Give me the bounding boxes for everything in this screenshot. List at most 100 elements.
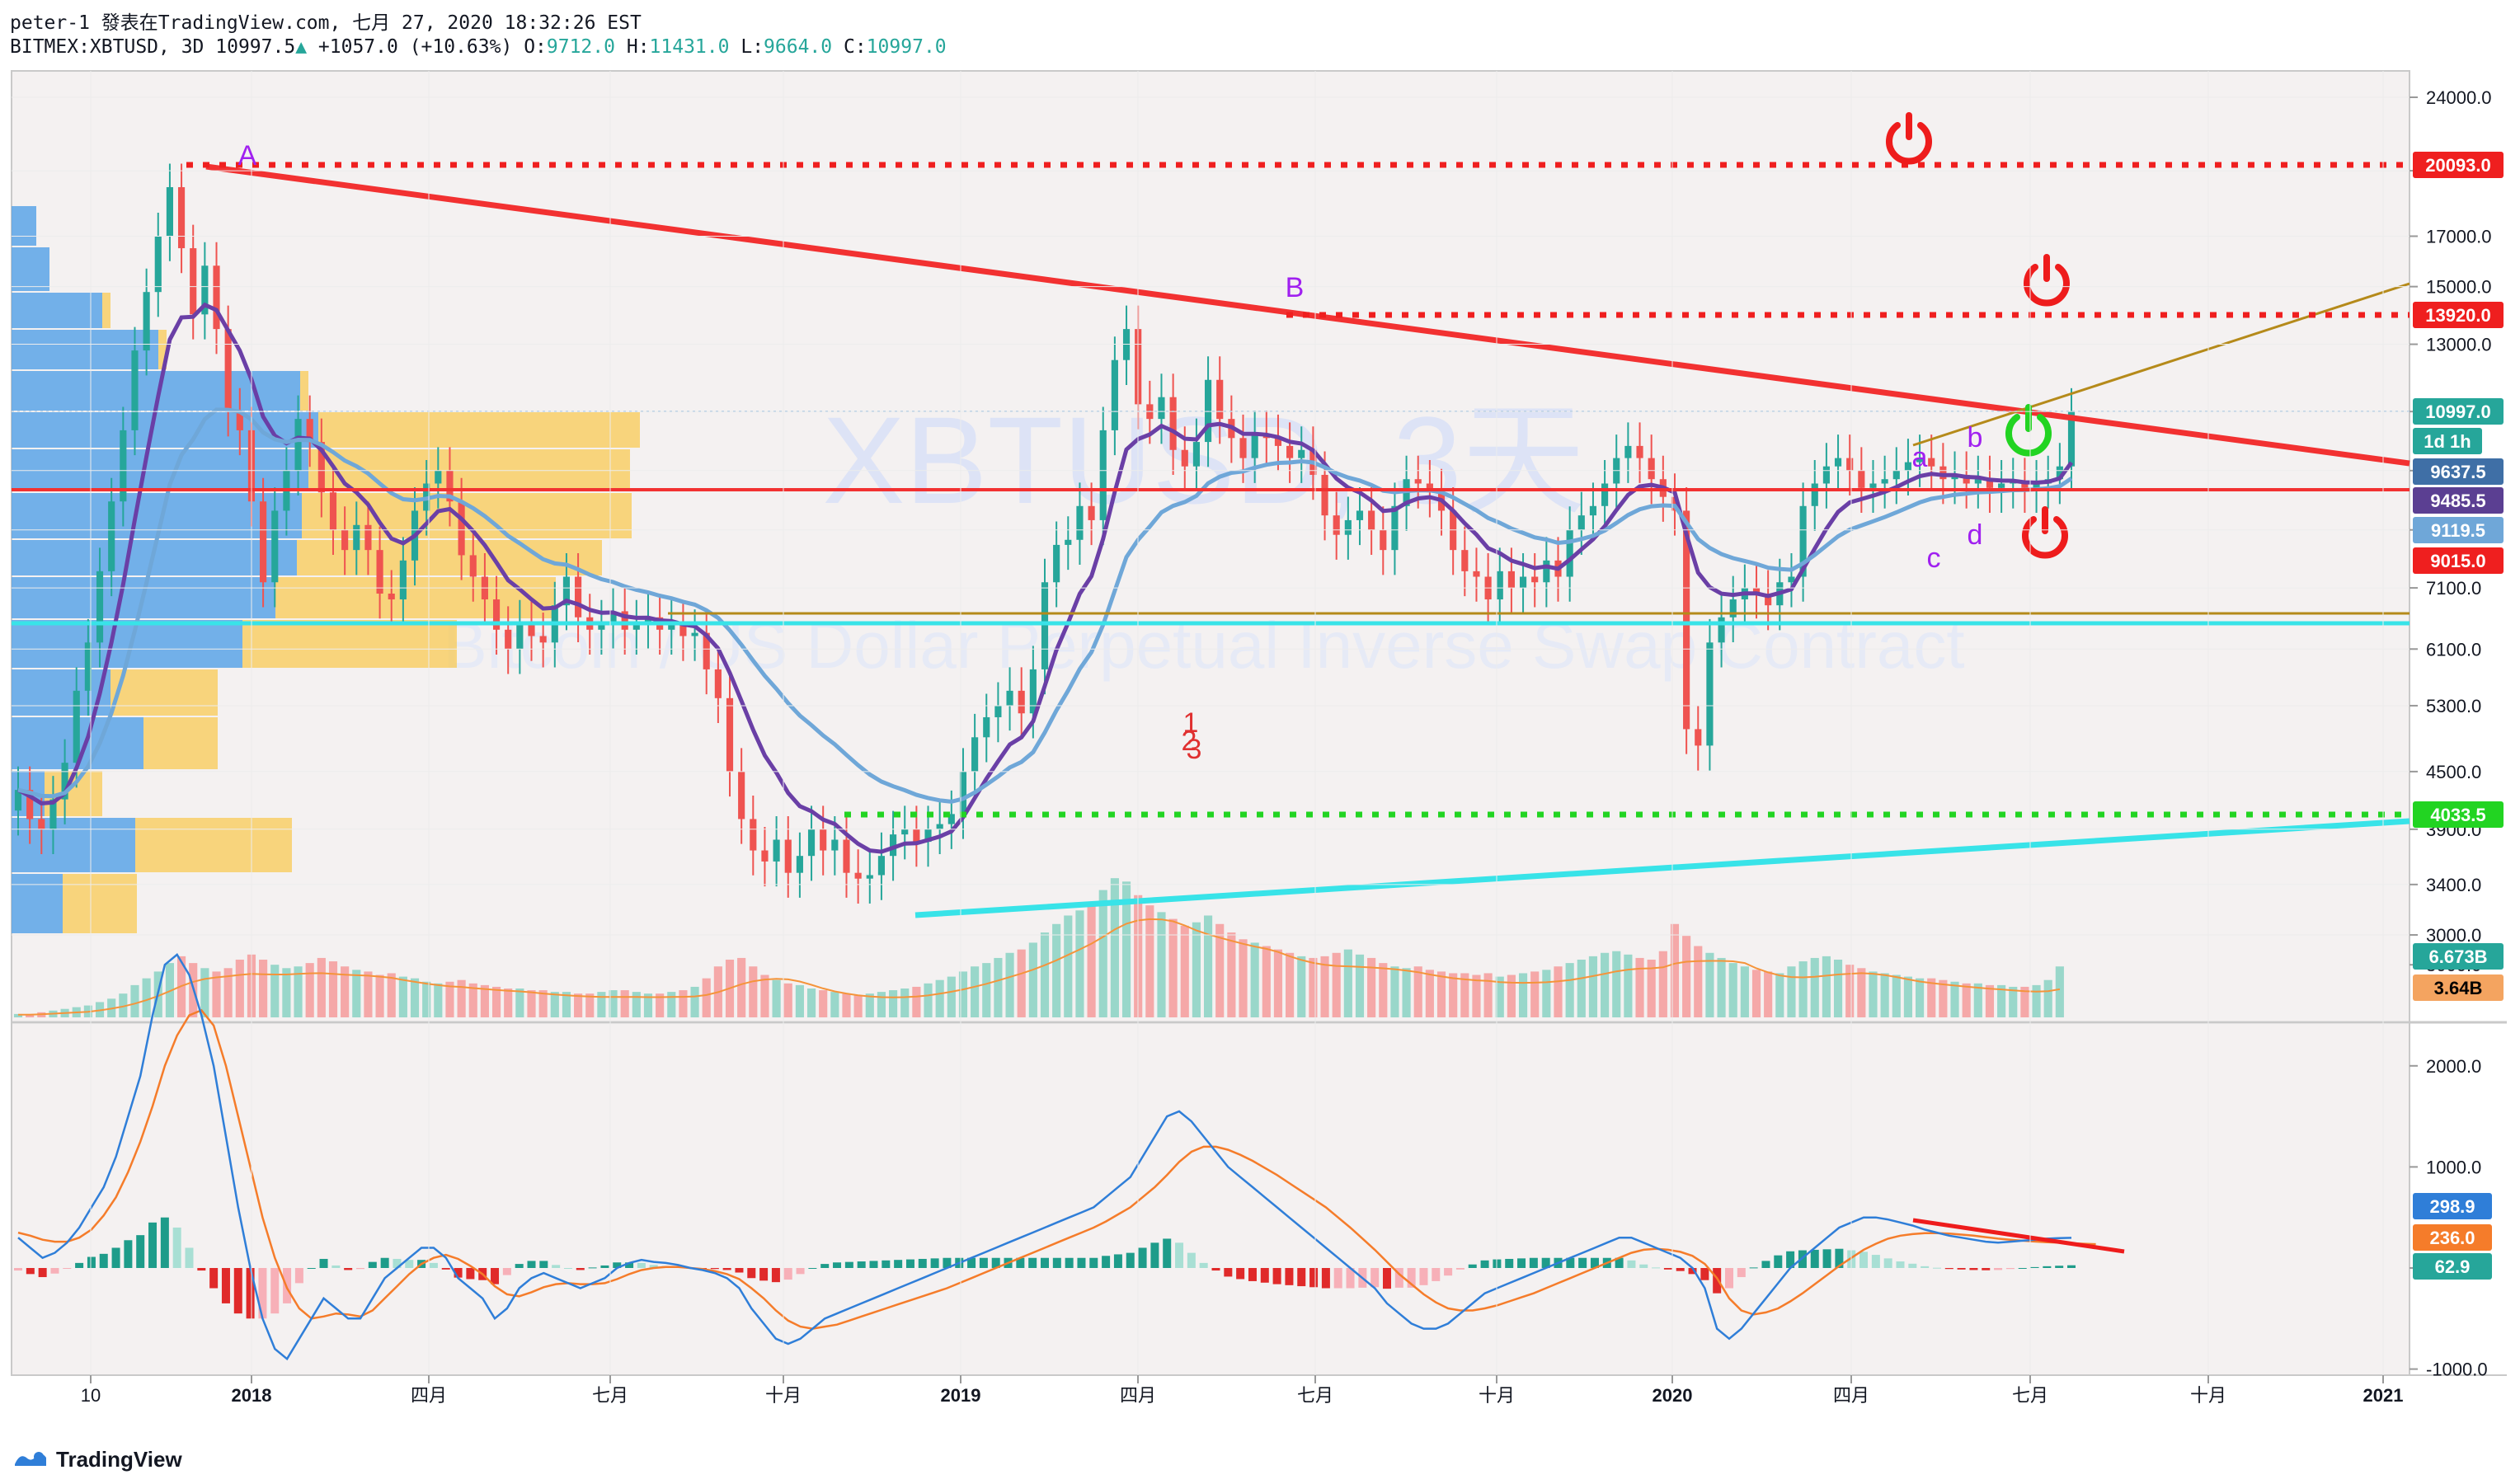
- symbol-name[interactable]: BITMEX:XBTUSD, 3D: [10, 36, 205, 58]
- volume-bar: [1436, 971, 1446, 1017]
- volume-bar: [1087, 902, 1096, 1017]
- last-price: 10997.5: [215, 36, 296, 58]
- volume-bar: [853, 995, 863, 1017]
- macd-histogram-bar: [857, 1261, 866, 1268]
- macd-tick-label: 1000.0: [2426, 1157, 2481, 1177]
- macd-histogram-bar: [869, 1261, 878, 1268]
- macd-histogram-bar: [1150, 1242, 1159, 1268]
- candle-body: [1799, 505, 1807, 577]
- macd-histogram-bar: [796, 1268, 805, 1275]
- candle-body: [38, 819, 45, 829]
- candle-body: [1461, 550, 1469, 571]
- volume-bar: [1028, 942, 1037, 1017]
- candle-body: [1939, 466, 1947, 480]
- macd-histogram-bar: [905, 1259, 914, 1268]
- volume-bar: [1005, 952, 1014, 1017]
- macd-histogram-bar: [185, 1247, 194, 1268]
- macd-histogram-bar: [50, 1268, 59, 1274]
- power-arc: [2005, 414, 2052, 457]
- volume-bar: [1705, 952, 1714, 1017]
- macd-histogram-bar: [2055, 1266, 2064, 1268]
- candle-body: [924, 829, 932, 843]
- volume-bar: [2055, 966, 2064, 1017]
- candle-body: [1321, 474, 1328, 516]
- candle-body: [1648, 458, 1655, 480]
- candle-body: [505, 629, 512, 650]
- candle-body: [14, 790, 22, 811]
- macd-histogram-bar: [588, 1267, 597, 1269]
- macd-histogram-bar: [882, 1260, 891, 1268]
- volume-bar: [1040, 932, 1050, 1017]
- volume-bar: [1740, 966, 1749, 1017]
- macd-histogram-bar: [637, 1262, 646, 1268]
- macd-histogram-bar: [1065, 1257, 1074, 1268]
- macd-label-box: [2413, 1224, 2492, 1251]
- volume-bar: [1658, 951, 1667, 1017]
- macd-histogram-bar: [1859, 1252, 1869, 1268]
- time-tick-label: 七月: [2012, 1385, 2048, 1406]
- candle-body: [831, 839, 839, 851]
- volume-bar: [1612, 951, 1621, 1017]
- low-value: 9664.0: [764, 36, 833, 58]
- volume-bar: [1145, 905, 1154, 1017]
- macd-histogram-bar: [454, 1268, 463, 1278]
- volume-profile-up-bar: [12, 874, 63, 933]
- price-tick-label: 4500.0: [2426, 762, 2481, 782]
- price-tick-label: 15000.0: [2426, 277, 2492, 298]
- macd-histogram-bar: [1578, 1257, 1587, 1268]
- volume-bar: [1390, 966, 1399, 1017]
- volume-bar: [597, 992, 606, 1017]
- macd-histogram-bar: [1627, 1260, 1636, 1268]
- volume-bar: [434, 983, 443, 1017]
- volume-bar: [1903, 976, 1913, 1017]
- candle-body: [947, 814, 955, 824]
- volume-bar: [130, 984, 139, 1017]
- macd-histogram-bar: [1187, 1252, 1196, 1268]
- volume-bar: [504, 989, 513, 1017]
- macd-histogram-bar: [1480, 1260, 1489, 1268]
- volume-bar: [1460, 973, 1469, 1017]
- time-tick-label: 2019: [941, 1385, 981, 1406]
- macd-histogram-bar: [1419, 1268, 1428, 1285]
- macd-histogram-bar: [833, 1262, 842, 1268]
- macd-histogram-bar: [759, 1268, 769, 1281]
- macd-histogram-bar: [2067, 1265, 2076, 1268]
- volume-bar: [1833, 960, 1843, 1017]
- candle-body: [1414, 479, 1422, 484]
- candle-body: [388, 594, 395, 600]
- candle-body: [1496, 571, 1503, 600]
- power-red-icon-low: [2022, 506, 2068, 559]
- macd-histogram-bar: [649, 1265, 658, 1268]
- candle-body: [1099, 430, 1107, 520]
- macd-histogram-bar: [844, 1261, 853, 1268]
- volume-bar: [1717, 957, 1726, 1017]
- volume-bar: [527, 990, 536, 1017]
- volume-bar: [679, 990, 688, 1017]
- candle-body: [1239, 438, 1247, 458]
- candle-body: [84, 642, 92, 691]
- macd-histogram-bar: [1028, 1257, 1037, 1268]
- candle-body: [131, 350, 139, 430]
- candle-body: [1169, 397, 1177, 450]
- volume-bar: [865, 993, 874, 1017]
- macd-histogram-bar: [124, 1240, 133, 1268]
- volume-profile-down-bar: [242, 620, 457, 668]
- candle-body: [376, 550, 383, 594]
- price-label-text: 4033.5: [2430, 805, 2485, 825]
- candle-body: [1706, 642, 1714, 746]
- watermark-symbol: XBTUSD, 3天: [822, 391, 1585, 529]
- macd-tick-label: -1000.0: [2426, 1360, 2488, 1380]
- volume-bar: [341, 966, 350, 1017]
- macd-histogram-bar: [1969, 1268, 1978, 1270]
- candle-body: [1274, 438, 1282, 446]
- candle-body: [1928, 458, 1935, 467]
- macd-histogram-bar: [1260, 1268, 1269, 1283]
- price-label-box: [2413, 517, 2504, 543]
- macd-histogram-bar: [1346, 1268, 1355, 1289]
- price-tick-label: 6100.0: [2426, 639, 2481, 660]
- candle-body: [1298, 449, 1305, 458]
- candle-body: [621, 611, 628, 630]
- macd-histogram-bar: [1835, 1248, 1844, 1268]
- macd-histogram-bar: [1590, 1257, 1599, 1268]
